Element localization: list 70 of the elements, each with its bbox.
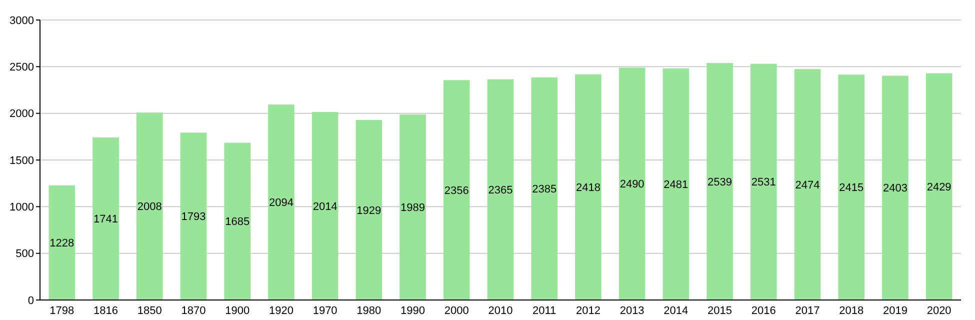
x-tick-label: 1920 bbox=[268, 305, 294, 317]
data-label: 2429 bbox=[926, 181, 952, 194]
x-tick-label: 2018 bbox=[839, 305, 864, 317]
x-tick-label: 1900 bbox=[225, 305, 250, 317]
data-label: 2481 bbox=[664, 179, 688, 192]
data-label: 2014 bbox=[312, 200, 338, 213]
x-tick-label: 2000 bbox=[444, 305, 469, 317]
data-label: 1228 bbox=[50, 238, 74, 250]
data-label: 1793 bbox=[181, 211, 206, 224]
y-tick-label: 2500 bbox=[10, 62, 34, 74]
x-tick-label: 1798 bbox=[50, 305, 74, 317]
data-label: 2356 bbox=[444, 184, 469, 197]
data-label: 2415 bbox=[839, 182, 864, 194]
y-tick-label: 1500 bbox=[10, 154, 34, 167]
bar bbox=[224, 142, 251, 300]
x-tick-label: 1980 bbox=[356, 305, 382, 317]
data-label: 1929 bbox=[356, 204, 382, 217]
x-tick-label: 2017 bbox=[795, 305, 820, 317]
x-tick-label: 2015 bbox=[708, 305, 732, 317]
x-tick-label: 2010 bbox=[488, 305, 513, 317]
bar bbox=[750, 64, 777, 300]
data-label: 1685 bbox=[225, 216, 250, 228]
data-label: 2474 bbox=[795, 179, 820, 192]
x-tick-label: 1970 bbox=[312, 305, 338, 317]
bar bbox=[882, 76, 908, 300]
x-tick-label: 1816 bbox=[94, 305, 118, 317]
bar bbox=[662, 68, 690, 300]
bar bbox=[794, 69, 821, 300]
x-tick-label: 2014 bbox=[664, 305, 688, 317]
bar bbox=[356, 120, 382, 300]
y-tick-label: 3000 bbox=[10, 14, 34, 27]
data-label: 1741 bbox=[94, 214, 118, 226]
data-label: 2531 bbox=[751, 176, 776, 189]
x-tick-label: 2012 bbox=[576, 305, 600, 317]
x-tick-label: 2020 bbox=[926, 305, 952, 317]
bar bbox=[400, 114, 426, 300]
data-label: 2539 bbox=[708, 176, 732, 188]
bar bbox=[92, 138, 119, 300]
x-tick-label: 2019 bbox=[882, 305, 908, 317]
y-tick-label: 500 bbox=[16, 248, 34, 260]
data-label: 1989 bbox=[400, 202, 426, 214]
data-label: 2365 bbox=[488, 184, 513, 196]
bar bbox=[487, 79, 514, 300]
data-label: 2403 bbox=[882, 182, 908, 195]
bar bbox=[531, 77, 558, 300]
bar bbox=[180, 132, 207, 300]
x-tick-label: 2011 bbox=[532, 305, 556, 317]
bar bbox=[706, 63, 733, 300]
data-label: 2490 bbox=[620, 178, 644, 191]
bar bbox=[838, 74, 865, 300]
y-tick-label: 1000 bbox=[10, 202, 34, 214]
bar bbox=[48, 185, 76, 300]
data-label: 2385 bbox=[532, 184, 557, 196]
bar bbox=[926, 73, 952, 300]
data-label: 2418 bbox=[576, 182, 600, 194]
bar bbox=[268, 104, 294, 300]
bar bbox=[618, 68, 646, 300]
data-label: 2094 bbox=[268, 197, 294, 210]
x-tick-label: 2013 bbox=[620, 305, 644, 317]
bar bbox=[443, 80, 470, 300]
x-tick-label: 1990 bbox=[400, 305, 426, 317]
x-tick-label: 2016 bbox=[751, 305, 776, 317]
bar bbox=[575, 74, 602, 300]
bar bbox=[136, 112, 163, 300]
bar bbox=[312, 112, 338, 300]
x-tick-label: 1850 bbox=[137, 305, 162, 317]
y-tick-label: 2000 bbox=[10, 108, 34, 120]
data-label: 2008 bbox=[137, 201, 162, 214]
y-tick-label: 0 bbox=[28, 294, 34, 307]
x-tick-label: 1870 bbox=[181, 305, 206, 317]
